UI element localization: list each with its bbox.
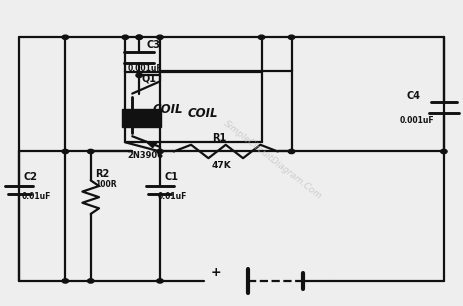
Text: COIL: COIL	[188, 107, 218, 120]
Circle shape	[156, 35, 163, 39]
Circle shape	[258, 35, 265, 39]
Circle shape	[136, 73, 143, 77]
Text: +: +	[211, 266, 221, 279]
Circle shape	[156, 149, 163, 154]
Text: Q1: Q1	[142, 73, 156, 84]
Text: 0.01uF: 0.01uF	[21, 192, 51, 201]
Text: 0.01uF: 0.01uF	[157, 192, 187, 201]
Bar	[125, 72, 262, 142]
Text: C4: C4	[407, 91, 421, 101]
Text: 0.001uF: 0.001uF	[128, 64, 162, 73]
Circle shape	[156, 279, 163, 283]
Text: COIL: COIL	[153, 103, 183, 116]
Text: C1: C1	[164, 172, 179, 182]
Circle shape	[62, 35, 69, 39]
Text: 47K: 47K	[212, 161, 232, 170]
Text: 100R: 100R	[95, 180, 117, 188]
Text: 0.001uF: 0.001uF	[400, 116, 435, 125]
Bar	[160, 71, 292, 151]
Circle shape	[88, 279, 94, 283]
Circle shape	[88, 149, 94, 154]
Circle shape	[136, 35, 143, 39]
Circle shape	[441, 149, 447, 154]
Circle shape	[62, 279, 69, 283]
Circle shape	[62, 149, 69, 154]
Polygon shape	[146, 142, 157, 147]
Text: C2: C2	[24, 172, 38, 182]
Circle shape	[288, 35, 295, 39]
Text: R2: R2	[95, 169, 110, 179]
Text: C3: C3	[146, 40, 160, 50]
Circle shape	[136, 35, 143, 39]
Text: R1: R1	[212, 133, 226, 143]
Text: SimpleCircuitDiagram.Com: SimpleCircuitDiagram.Com	[222, 118, 324, 201]
Circle shape	[122, 35, 129, 39]
Text: 2N3906: 2N3906	[128, 151, 163, 159]
Bar	[122, 109, 161, 127]
Circle shape	[288, 149, 295, 154]
